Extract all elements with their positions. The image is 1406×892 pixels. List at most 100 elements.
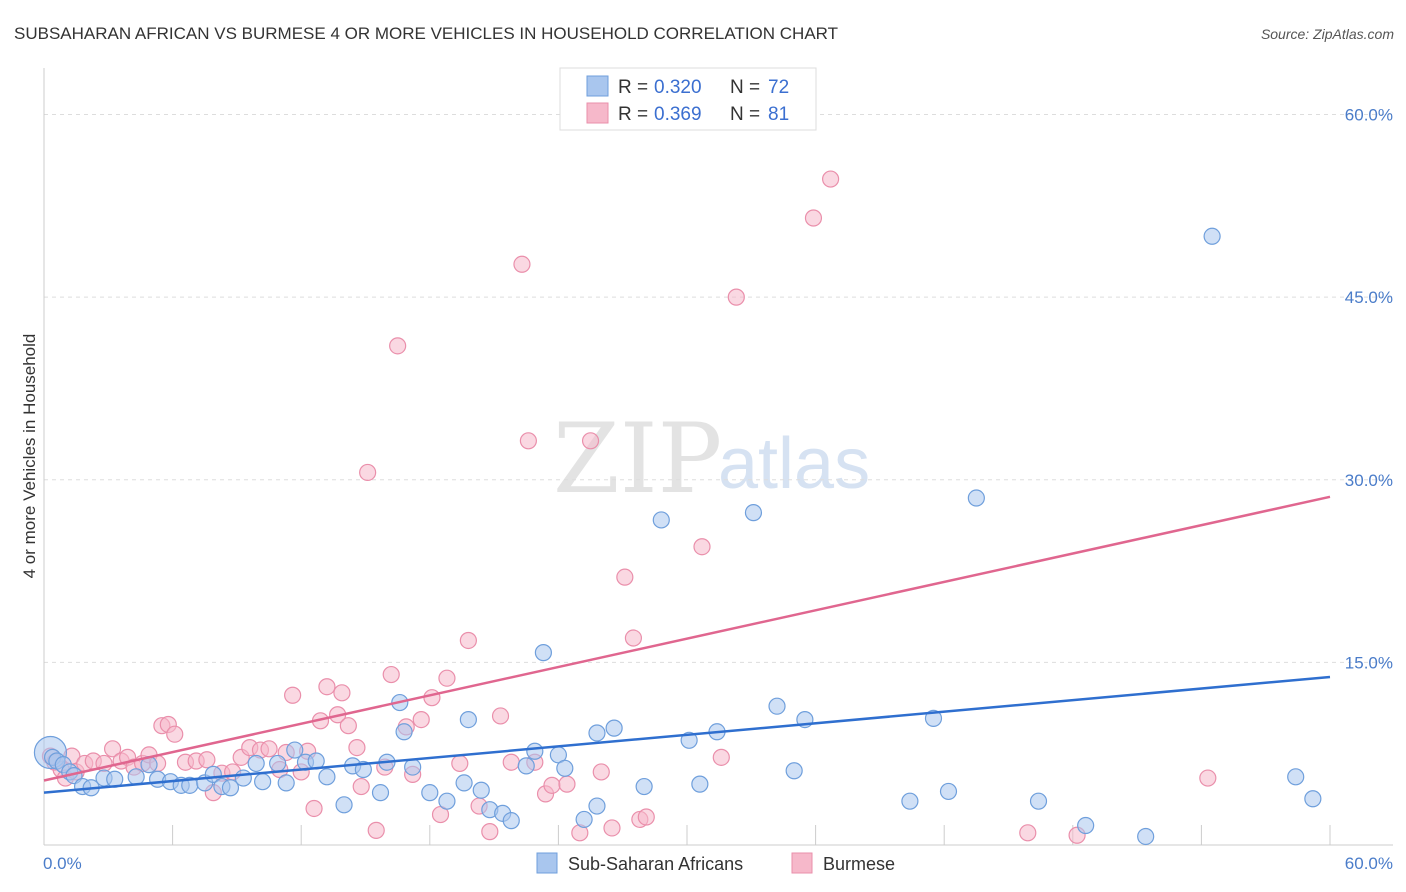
- point-burmese-31: [284, 686, 302, 704]
- bottom-legend-label-sub-saharan: Sub-Saharan Africans: [568, 854, 743, 874]
- trend-line-burmese: [43, 495, 1331, 782]
- point-burmese-72: [637, 808, 655, 826]
- y-tick-label-45: 45.0%: [1345, 288, 1393, 307]
- point-sub-saharan-29: [335, 796, 353, 814]
- point-sub-saharan-36: [404, 758, 422, 776]
- point-burmese-41: [352, 777, 370, 796]
- watermark-zip: ZIP: [553, 403, 722, 515]
- point-burmese-77: [822, 170, 840, 188]
- legend-r-value-1: 0.320: [654, 77, 702, 98]
- point-sub-saharan-38: [438, 792, 456, 810]
- point-burmese-53: [451, 754, 469, 773]
- point-sub-saharan-59: [744, 504, 763, 522]
- point-sub-saharan-10: [127, 768, 145, 786]
- y-axis-title: 4 or more Vehicles in Household: [20, 334, 39, 579]
- point-burmese-63: [543, 776, 561, 794]
- point-burmese-68: [603, 819, 621, 837]
- point-burmese-58: [502, 753, 520, 771]
- point-burmese-74: [712, 748, 730, 766]
- point-sub-saharan-68: [1077, 816, 1095, 835]
- point-sub-saharan-20: [234, 769, 252, 787]
- point-sub-saharan-57: [691, 775, 709, 793]
- y-tick-label-15: 15.0%: [1345, 653, 1393, 672]
- point-burmese-36: [318, 678, 336, 696]
- chart-title: SUBSAHARAN AFRICAN VS BURMESE 4 OR MORE …: [14, 24, 838, 43]
- point-burmese-78: [1019, 824, 1037, 842]
- point-sub-saharan-52: [588, 724, 606, 742]
- legend-n-label-1: N =: [730, 77, 760, 98]
- point-sub-saharan-47: [534, 644, 552, 662]
- x-tick-label-min: 0.0%: [43, 854, 82, 873]
- x-tick-label-max: 60.0%: [1345, 854, 1393, 873]
- source-label: Source: ZipAtlas.com: [1261, 26, 1394, 42]
- point-sub-saharan-39: [455, 774, 473, 792]
- point-burmese-69: [616, 568, 634, 586]
- point-burmese-60: [519, 432, 537, 450]
- point-burmese-76: [804, 209, 823, 227]
- point-burmese-18: [166, 725, 184, 743]
- point-burmese-57: [491, 707, 510, 725]
- point-sub-saharan-24: [277, 774, 295, 792]
- point-burmese-40: [348, 739, 366, 757]
- point-burmese-70: [624, 629, 643, 647]
- axes: [43, 68, 1393, 846]
- point-sub-saharan-22: [254, 773, 272, 791]
- point-burmese-64: [558, 775, 576, 793]
- legend-swatch-sub-saharan: [586, 75, 609, 97]
- point-sub-saharan-21: [247, 754, 265, 773]
- point-burmese-46: [389, 337, 407, 355]
- point-sub-saharan-28: [318, 768, 336, 786]
- point-burmese-45: [382, 665, 400, 684]
- point-burmese-67: [592, 763, 610, 781]
- point-sub-saharan-40: [459, 711, 477, 729]
- point-burmese-80: [1199, 769, 1217, 787]
- point-burmese-9: [103, 740, 122, 758]
- legend-swatch-burmese: [586, 102, 609, 124]
- point-burmese-54: [459, 631, 477, 650]
- bottom-legend: Sub-Saharan Africans Burmese: [536, 852, 895, 874]
- point-sub-saharan-32: [371, 784, 390, 802]
- watermark-atlas: atlas: [718, 424, 870, 504]
- point-burmese-50: [423, 689, 441, 707]
- bottom-legend-swatch-sub-saharan: [536, 852, 558, 874]
- top-legend: R = 0.320 N = 72 R = 0.369 N = 81: [559, 67, 817, 131]
- point-burmese-52: [438, 669, 456, 687]
- point-burmese-49: [412, 711, 430, 729]
- legend-r-label-1: R =: [618, 77, 648, 98]
- bottom-legend-swatch-burmese: [791, 852, 813, 874]
- point-sub-saharan-19: [221, 779, 240, 797]
- point-sub-saharan-65: [939, 782, 958, 801]
- y-tick-label-30: 30.0%: [1345, 471, 1393, 490]
- point-burmese-39: [339, 717, 357, 735]
- y-tick-label-60: 60.0%: [1345, 106, 1393, 125]
- point-sub-saharan-50: [575, 810, 593, 829]
- point-sub-saharan-56: [680, 731, 698, 749]
- point-burmese-21: [198, 751, 216, 769]
- point-sub-saharan-37: [421, 784, 439, 802]
- point-burmese-59: [513, 255, 531, 273]
- point-burmese-56: [481, 823, 499, 841]
- point-burmese-43: [367, 821, 385, 839]
- point-sub-saharan-55: [652, 511, 670, 529]
- point-sub-saharan-67: [1029, 792, 1048, 810]
- y-tick-labels: 15.0% 30.0% 45.0% 60.0%: [1345, 106, 1393, 673]
- point-burmese-73: [693, 538, 711, 556]
- legend-n-value-1: 72: [768, 77, 789, 98]
- point-burmese-75: [727, 288, 745, 306]
- point-burmese-28: [260, 740, 278, 758]
- point-sub-saharan-71: [1287, 768, 1305, 786]
- point-sub-saharan-66: [967, 489, 985, 507]
- point-sub-saharan-69: [1137, 827, 1155, 846]
- point-sub-saharan-46: [526, 742, 544, 760]
- trend-lines: [43, 495, 1331, 794]
- point-sub-saharan-61: [785, 762, 803, 780]
- point-sub-saharan-53: [605, 719, 623, 737]
- point-sub-saharan-35: [395, 723, 413, 741]
- bottom-legend-label-burmese: Burmese: [823, 854, 895, 874]
- point-sub-saharan-44: [502, 812, 520, 830]
- point-sub-saharan-25: [286, 741, 304, 759]
- point-sub-saharan-51: [588, 797, 606, 815]
- trend-line-sub-saharan: [43, 675, 1331, 794]
- legend-n-value-2: 81: [768, 104, 789, 125]
